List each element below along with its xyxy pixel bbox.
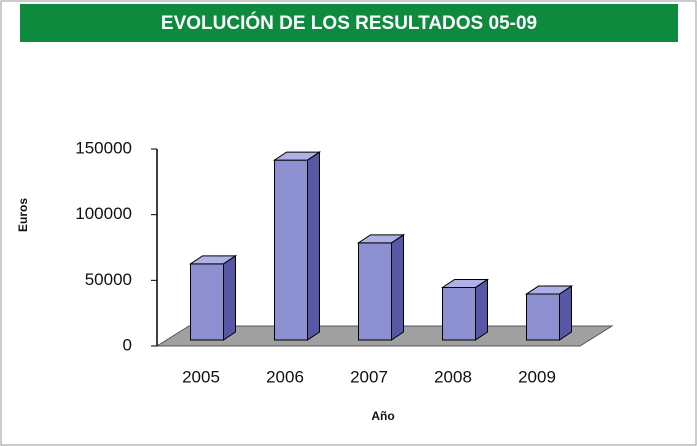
x-tick-label: 2005 bbox=[182, 367, 220, 386]
bar-top bbox=[188, 255, 238, 265]
x-tick-label: 2007 bbox=[350, 367, 388, 386]
bar-front bbox=[526, 293, 560, 341]
bar bbox=[188, 254, 238, 341]
chart-title: EVOLUCIÓN DE LOS RESULTADOS 05-09 bbox=[161, 12, 537, 34]
x-tick-label: 2009 bbox=[518, 367, 556, 386]
y-tick-label: 100000 bbox=[75, 204, 132, 223]
bar bbox=[440, 278, 490, 341]
bar-front bbox=[274, 159, 308, 341]
bar-front bbox=[358, 242, 392, 341]
y-tick-label: 150000 bbox=[75, 138, 132, 157]
bar-top bbox=[272, 151, 322, 161]
y-axis-title: Euros bbox=[16, 198, 30, 232]
bar-side bbox=[223, 254, 236, 341]
x-tick-label: 2008 bbox=[434, 367, 472, 386]
title-banner bbox=[20, 4, 678, 42]
bar-top bbox=[524, 285, 574, 295]
bar bbox=[356, 233, 406, 341]
x-axis-title: Año bbox=[371, 409, 394, 423]
bar-front bbox=[190, 263, 224, 341]
bar-side bbox=[391, 233, 404, 341]
bar-top bbox=[356, 234, 406, 244]
y-tick-label: 50000 bbox=[85, 270, 132, 289]
bar-top bbox=[440, 278, 490, 288]
x-tick-label: 2006 bbox=[266, 367, 304, 386]
bar-side bbox=[307, 151, 320, 341]
bar-side bbox=[559, 285, 572, 341]
bar-side bbox=[475, 278, 488, 341]
bar-front bbox=[442, 286, 476, 341]
bar bbox=[524, 285, 574, 341]
bar bbox=[272, 151, 322, 341]
y-tick-label: 0 bbox=[123, 335, 132, 354]
